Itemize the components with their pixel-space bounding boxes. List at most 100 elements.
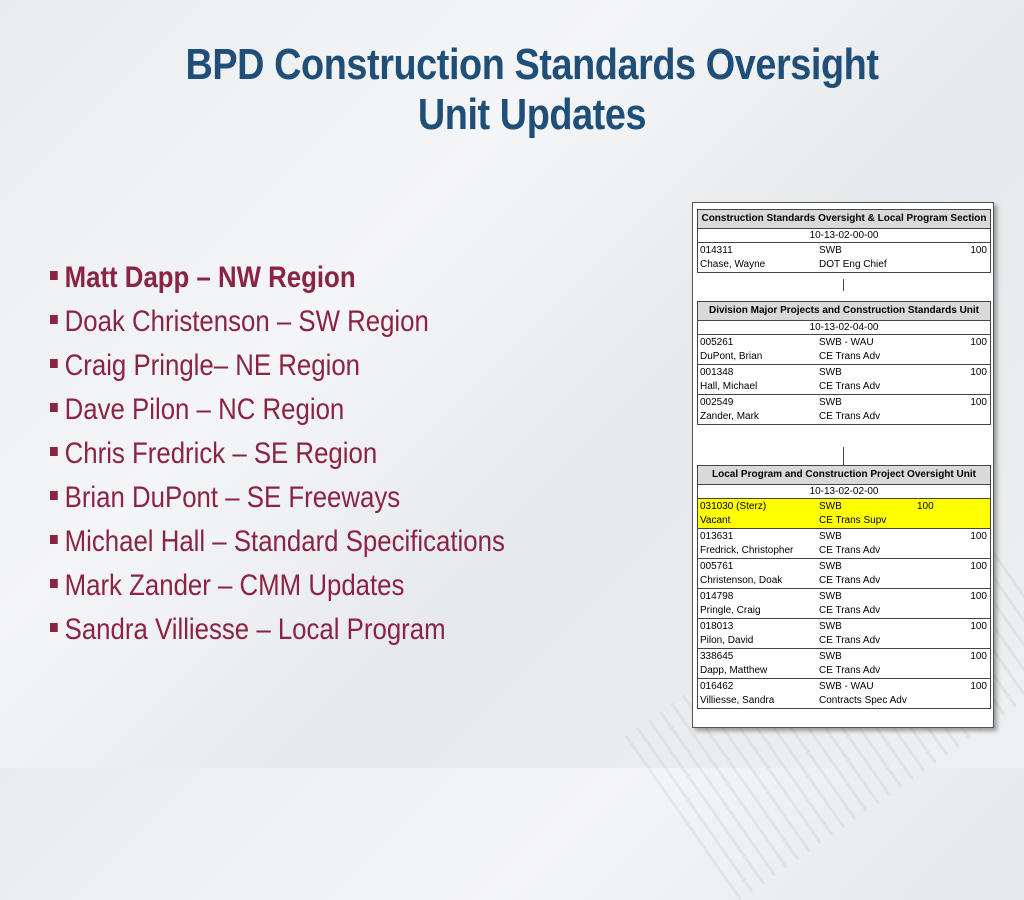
position-number: 013631 <box>700 531 734 542</box>
org-local-code: 10-13-02-02-00 <box>698 485 990 499</box>
org-position-row: 014798 Pringle, Craig SWB CE Trans Adv 100 <box>698 589 990 619</box>
classification: SWB <box>819 651 842 662</box>
classification: SWB <box>819 397 842 408</box>
classification: SWB - WAU <box>819 681 874 692</box>
percent-fte: 100 <box>970 681 987 692</box>
bullet-item: Brian DuPont – SE Freeways <box>50 476 505 520</box>
bullet-item: Mark Zander – CMM Updates <box>50 564 505 608</box>
bullet-square-icon <box>50 490 58 500</box>
percent-fte: 100 <box>970 531 987 542</box>
bullet-item: Dave Pilon – NC Region <box>50 388 505 432</box>
percent-fte: 100 <box>970 651 987 662</box>
classification: SWB <box>819 245 842 256</box>
percent-fte: 100 <box>970 397 987 408</box>
org-section-box: Construction Standards Oversight & Local… <box>697 209 991 273</box>
job-title: CE Trans Adv <box>819 351 881 362</box>
bullet-item: Chris Fredrick – SE Region <box>50 432 505 476</box>
bullet-item: Sandra Villiesse – Local Program <box>50 608 505 652</box>
position-number: 005261 <box>700 337 734 348</box>
classification: SWB <box>819 367 842 378</box>
title-line-1: BPD Construction Standards Oversight <box>185 40 879 89</box>
position-number: 338645 <box>700 651 734 662</box>
bullet-square-icon <box>50 358 58 368</box>
job-title: CE Trans Adv <box>819 635 881 646</box>
org-position-row: 005261 DuPont, Brian SWB - WAU CE Trans Adv… <box>698 335 990 365</box>
classification: SWB <box>819 561 842 572</box>
position-number: 031030 (Sterz) <box>700 501 767 512</box>
bullet-square-icon <box>50 622 58 632</box>
job-title: CE Trans Adv <box>819 575 881 586</box>
job-title: CE Trans Adv <box>819 545 881 556</box>
percent-fte: 100 <box>970 591 987 602</box>
percent-fte: 100 <box>970 367 987 378</box>
org-position-row: 005761 Christenson, Doak SWB CE Trans Adv 10… <box>698 559 990 589</box>
bullet-item: Doak Christenson – SW Region <box>50 300 505 344</box>
position-number: 002549 <box>700 397 734 408</box>
percent-fte: 100 <box>970 337 987 348</box>
position-number: 005761 <box>700 561 734 572</box>
bullet-square-icon <box>50 314 58 324</box>
bullet-square-icon <box>50 270 58 280</box>
employee-name: Vacant <box>700 515 731 526</box>
bullet-item: Matt Dapp – NW Region <box>50 256 505 300</box>
bullet-item: Michael Hall – Standard Specifications <box>50 520 505 564</box>
employee-name: Pilon, David <box>700 635 754 646</box>
org-position-row: 018013 Pilon, David SWB CE Trans Adv 100 <box>698 619 990 649</box>
classification: SWB <box>819 591 842 602</box>
org-division-box: Division Major Projects and Construction… <box>697 301 991 425</box>
position-number: 014798 <box>700 591 734 602</box>
org-position-row: 001348 Hall, Michael SWB CE Trans Adv 100 <box>698 365 990 395</box>
employee-name: Dapp, Matthew <box>700 665 768 676</box>
position-number: 001348 <box>700 367 734 378</box>
job-title: CE Trans Supv <box>819 515 887 526</box>
slide-title: BPD Construction Standards Oversight Uni… <box>74 40 989 140</box>
classification: SWB <box>819 501 842 512</box>
bullet-square-icon <box>50 578 58 588</box>
employee-name: Christenson, Doak <box>700 575 783 586</box>
bullet-square-icon <box>50 534 58 544</box>
bullet-list: Matt Dapp – NW Region Doak Christenson –… <box>50 256 579 652</box>
position-number: 016462 <box>700 681 734 692</box>
org-local-box: Local Program and Construction Project O… <box>697 465 991 709</box>
org-division-header: Division Major Projects and Construction… <box>698 302 990 321</box>
org-division-code: 10-13-02-04-00 <box>698 321 990 335</box>
bullet-square-icon <box>50 402 58 412</box>
employee-name: Hall, Michael <box>700 381 758 392</box>
org-chart-image: Construction Standards Oversight & Local… <box>692 202 994 728</box>
org-section-header: Construction Standards Oversight & Local… <box>698 210 990 229</box>
job-title: Contracts Spec Adv <box>819 695 907 706</box>
job-title: DOT Eng Chief <box>819 259 887 270</box>
org-connector <box>843 447 844 465</box>
job-title: CE Trans Adv <box>819 605 881 616</box>
employee-name: Chase, Wayne <box>700 259 766 270</box>
org-position-row: 338645 Dapp, Matthew SWB CE Trans Adv 100 <box>698 649 990 679</box>
position-number: 014311 <box>700 245 733 256</box>
employee-name: Villiesse, Sandra <box>700 695 775 706</box>
org-position-row: 016462 Villiesse, Sandra SWB - WAU Contract… <box>698 679 990 708</box>
employee-name: DuPont, Brian <box>700 351 763 362</box>
percent-fte: 100 <box>917 501 934 512</box>
percent-fte: 100 <box>970 621 987 632</box>
job-title: CE Trans Adv <box>819 381 881 392</box>
classification: SWB <box>819 621 842 632</box>
org-local-header: Local Program and Construction Project O… <box>698 466 990 485</box>
org-section-code: 10-13-02-00-00 <box>698 229 990 243</box>
percent-fte: 100 <box>970 561 987 572</box>
employee-name: Zander, Mark <box>700 411 759 422</box>
bullet-item: Craig Pringle– NE Region <box>50 344 505 388</box>
org-position-row: 002549 Zander, Mark SWB CE Trans Adv 100 <box>698 395 990 424</box>
org-connector <box>843 279 844 291</box>
org-position-row: 013631 Fredrick, Christopher SWB CE Trans A… <box>698 529 990 559</box>
title-line-2: Unit Updates <box>417 90 647 139</box>
classification: SWB - WAU <box>819 337 874 348</box>
position-number: 018013 <box>700 621 734 632</box>
org-position-row: 031030 (Sterz) Vacant SWB CE Trans Supv 100 <box>698 499 990 529</box>
bullet-square-icon <box>50 446 58 456</box>
employee-name: Pringle, Craig <box>700 605 761 616</box>
org-position-row: 014311 Chase, Wayne SWB DOT Eng Chief 100 <box>698 243 990 272</box>
job-title: CE Trans Adv <box>819 665 881 676</box>
classification: SWB <box>819 531 842 542</box>
job-title: CE Trans Adv <box>819 411 881 422</box>
percent-fte: 100 <box>970 245 987 256</box>
employee-name: Fredrick, Christopher <box>700 545 794 556</box>
